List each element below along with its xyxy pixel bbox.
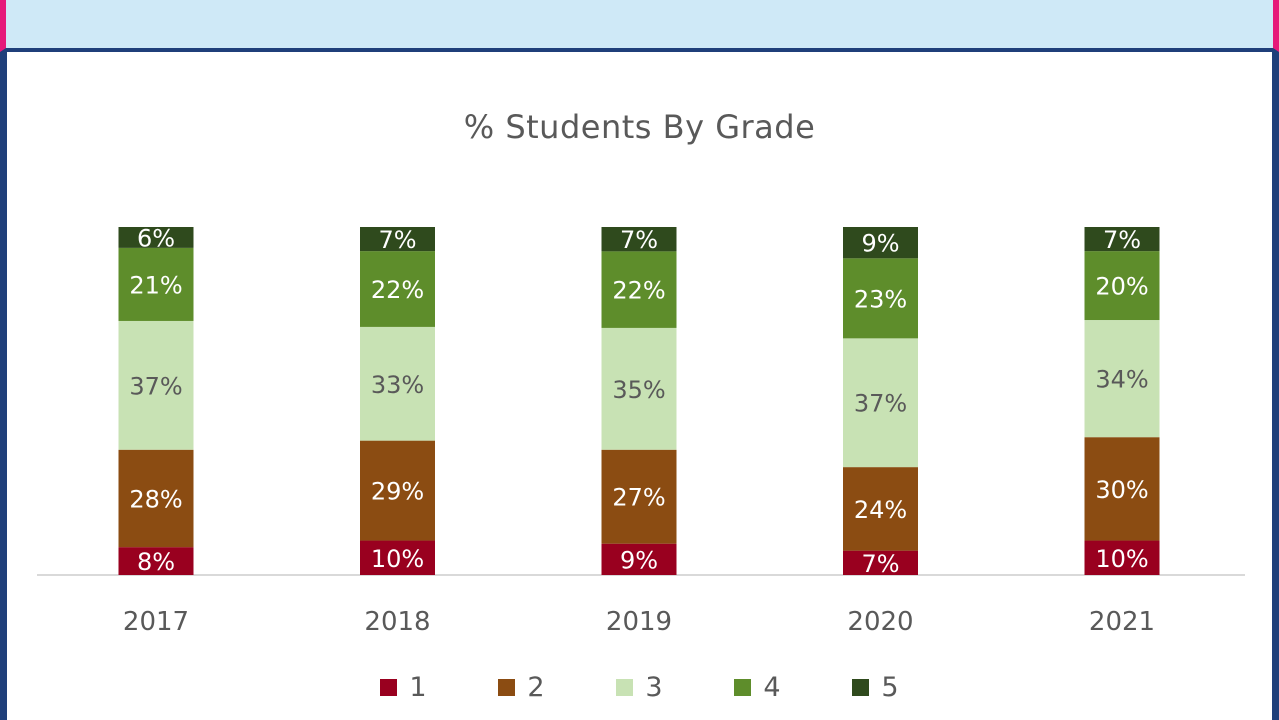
legend-item-3: 3 xyxy=(581,672,699,703)
data-label-2017-grade-2: 28% xyxy=(129,485,182,513)
legend-label-3: 3 xyxy=(645,672,663,703)
bar-segment-2019-grade-2 xyxy=(601,449,677,544)
frame-border-left xyxy=(0,52,7,720)
bar-segment-2018-grade-1 xyxy=(360,540,435,575)
legend-swatch-3 xyxy=(616,679,634,696)
data-label-2019-grade-4: 22% xyxy=(612,277,665,305)
data-label-2018-grade-3: 33% xyxy=(371,371,424,399)
bar-segment-2017-grade-4 xyxy=(118,247,194,321)
x-tick-label-2019: 2019 xyxy=(606,607,672,637)
bar-segment-2017-grade-5 xyxy=(118,227,194,248)
legend-item-4: 4 xyxy=(699,672,817,703)
header-banner xyxy=(0,0,1279,52)
legend-label-2: 2 xyxy=(527,672,545,703)
legend-item-1: 1 xyxy=(345,672,463,703)
bar-segment-2017-grade-3 xyxy=(118,320,194,450)
bar-segment-2019-grade-4 xyxy=(601,251,677,328)
data-label-2020-grade-2: 24% xyxy=(854,496,907,524)
legend-swatch-1 xyxy=(380,679,398,696)
data-label-2019-grade-3: 35% xyxy=(612,376,665,404)
data-label-2019-grade-5: 7% xyxy=(620,226,658,254)
bar-segment-2017-grade-2 xyxy=(118,449,194,548)
legend-swatch-5 xyxy=(852,679,870,696)
bar-segment-2021-grade-2 xyxy=(1084,437,1160,541)
data-label-2017-grade-5: 6% xyxy=(137,224,175,252)
x-tick-label-2021: 2021 xyxy=(1089,607,1155,637)
bar-segment-2020-grade-3 xyxy=(843,338,918,468)
bar-segment-2019-grade-1 xyxy=(601,543,677,575)
x-tick-label-2018: 2018 xyxy=(364,607,430,637)
bar-segment-2018-grade-2 xyxy=(360,440,435,541)
data-label-2018-grade-5: 7% xyxy=(378,226,416,254)
data-label-2020-grade-1: 7% xyxy=(861,550,899,578)
bar-segment-2018-grade-5 xyxy=(360,227,435,252)
legend-swatch-2 xyxy=(498,679,516,696)
data-label-2021-grade-2: 30% xyxy=(1095,476,1148,504)
bar-segment-2021-grade-3 xyxy=(1084,320,1160,438)
data-label-2020-grade-3: 37% xyxy=(854,390,907,418)
legend-label-1: 1 xyxy=(409,672,427,703)
data-label-2020-grade-5: 9% xyxy=(861,230,899,258)
data-label-2017-grade-1: 8% xyxy=(137,548,175,576)
x-tick-label-2020: 2020 xyxy=(847,607,913,637)
data-label-2021-grade-5: 7% xyxy=(1103,226,1141,254)
bar-segment-2019-grade-3 xyxy=(601,327,677,450)
legend-item-5: 5 xyxy=(817,672,935,703)
legend-label-5: 5 xyxy=(881,672,899,703)
bar-segment-2020-grade-5 xyxy=(843,227,918,259)
bar-segment-2019-grade-5 xyxy=(601,227,677,252)
bar-segment-2018-grade-4 xyxy=(360,251,435,327)
data-label-2021-grade-3: 34% xyxy=(1095,366,1148,394)
data-label-2018-grade-4: 22% xyxy=(371,276,424,304)
bar-segment-2020-grade-1 xyxy=(843,550,918,575)
bar-segment-2017-grade-1 xyxy=(118,547,194,575)
data-label-2019-grade-1: 9% xyxy=(620,546,658,574)
data-label-2018-grade-1: 10% xyxy=(371,545,424,573)
legend-swatch-4 xyxy=(734,679,752,696)
legend-item-2: 2 xyxy=(463,672,581,703)
data-label-2018-grade-2: 29% xyxy=(371,478,424,506)
bar-segment-2021-grade-1 xyxy=(1084,540,1160,575)
data-label-2021-grade-1: 10% xyxy=(1095,545,1148,573)
data-label-2021-grade-4: 20% xyxy=(1095,273,1148,301)
data-label-2017-grade-4: 21% xyxy=(129,271,182,299)
data-label-2019-grade-2: 27% xyxy=(612,484,665,512)
bar-segment-2020-grade-2 xyxy=(843,467,918,551)
bar-segment-2020-grade-4 xyxy=(843,258,918,339)
bar-segment-2018-grade-3 xyxy=(360,326,435,441)
chart-legend: 1 2 3 4 5 xyxy=(0,672,1279,703)
x-tick-label-2017: 2017 xyxy=(123,607,189,637)
frame-border-right xyxy=(1272,52,1279,720)
bar-segment-2021-grade-5 xyxy=(1084,227,1160,252)
bar-segment-2021-grade-4 xyxy=(1084,251,1160,321)
data-label-2020-grade-4: 23% xyxy=(854,285,907,313)
legend-label-4: 4 xyxy=(763,672,781,703)
chart-title: % Students By Grade xyxy=(463,108,816,146)
data-label-2017-grade-3: 37% xyxy=(129,372,182,400)
